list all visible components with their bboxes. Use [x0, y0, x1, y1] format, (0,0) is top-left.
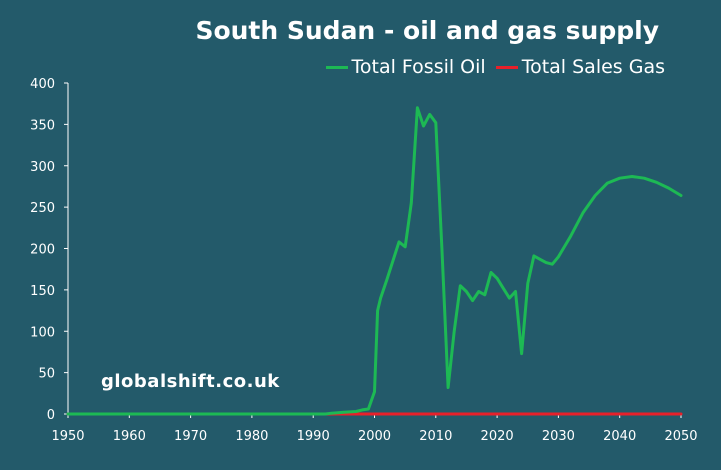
- x-tick-label: 2020: [481, 429, 514, 444]
- series-line-total-fossil-oil: [66, 106, 683, 416]
- y-tick-label: 300: [30, 160, 55, 175]
- watermark: globalshift.co.uk: [101, 371, 280, 392]
- chart-title: South Sudan - oil and gas supply: [195, 16, 659, 45]
- y-tick-label: 0: [47, 408, 55, 423]
- legend-label-gas: Total Sales Gas: [521, 56, 665, 78]
- x-tick-label: 2040: [603, 429, 636, 444]
- y-tick-label: 250: [30, 201, 55, 216]
- y-tick-label: 50: [38, 367, 55, 382]
- x-tick-label: 2050: [664, 429, 697, 444]
- y-tick-label: 100: [30, 325, 55, 340]
- x-tick-label: 2010: [419, 429, 452, 444]
- x-tick-label: 1970: [174, 429, 207, 444]
- y-tick-label: 350: [30, 118, 55, 133]
- x-tick-label: 1950: [51, 429, 84, 444]
- x-tick-label: 2000: [358, 429, 391, 444]
- legend-item-gas: Total Sales Gas: [495, 56, 665, 78]
- x-tick-label: 1980: [235, 429, 268, 444]
- legend-label-oil: Total Fossil Oil: [351, 56, 486, 78]
- legend-swatch-gas: [495, 65, 518, 69]
- y-tick-label: 400: [30, 77, 55, 92]
- y-tick-label: 200: [30, 243, 55, 258]
- legend: Total Fossil Oil Total Sales Gas: [325, 56, 665, 78]
- y-tick-label: 150: [30, 284, 55, 299]
- x-tick-label: 1990: [297, 429, 330, 444]
- legend-swatch-oil: [325, 65, 348, 69]
- legend-item-oil: Total Fossil Oil: [325, 56, 486, 78]
- x-tick-label: 1960: [113, 429, 146, 444]
- x-tick-label: 2030: [542, 429, 575, 444]
